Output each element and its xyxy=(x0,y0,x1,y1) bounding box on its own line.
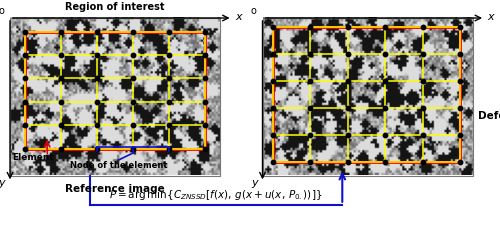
Bar xyxy=(10,18,220,176)
Bar xyxy=(25,32,205,148)
Text: Region of interest: Region of interest xyxy=(65,2,165,12)
Text: Deformed image: Deformed image xyxy=(478,111,500,121)
Text: $x$: $x$ xyxy=(234,12,244,22)
Text: o: o xyxy=(250,6,256,16)
Bar xyxy=(262,18,472,176)
Text: Reference image: Reference image xyxy=(65,184,165,194)
Text: $y$: $y$ xyxy=(0,178,7,191)
Bar xyxy=(272,27,460,162)
Text: $P = \arg\min\{C_{ZNSSD}[f(x),\,g(x+u(x,\,P_{0.}))]\}$: $P = \arg\min\{C_{ZNSSD}[f(x),\,g(x+u(x,… xyxy=(110,189,322,202)
Text: o: o xyxy=(0,6,4,16)
Text: $y$: $y$ xyxy=(250,178,260,191)
Text: $x$: $x$ xyxy=(487,12,496,22)
Text: Node of the element: Node of the element xyxy=(70,161,168,170)
Text: Element: Element xyxy=(12,153,54,162)
